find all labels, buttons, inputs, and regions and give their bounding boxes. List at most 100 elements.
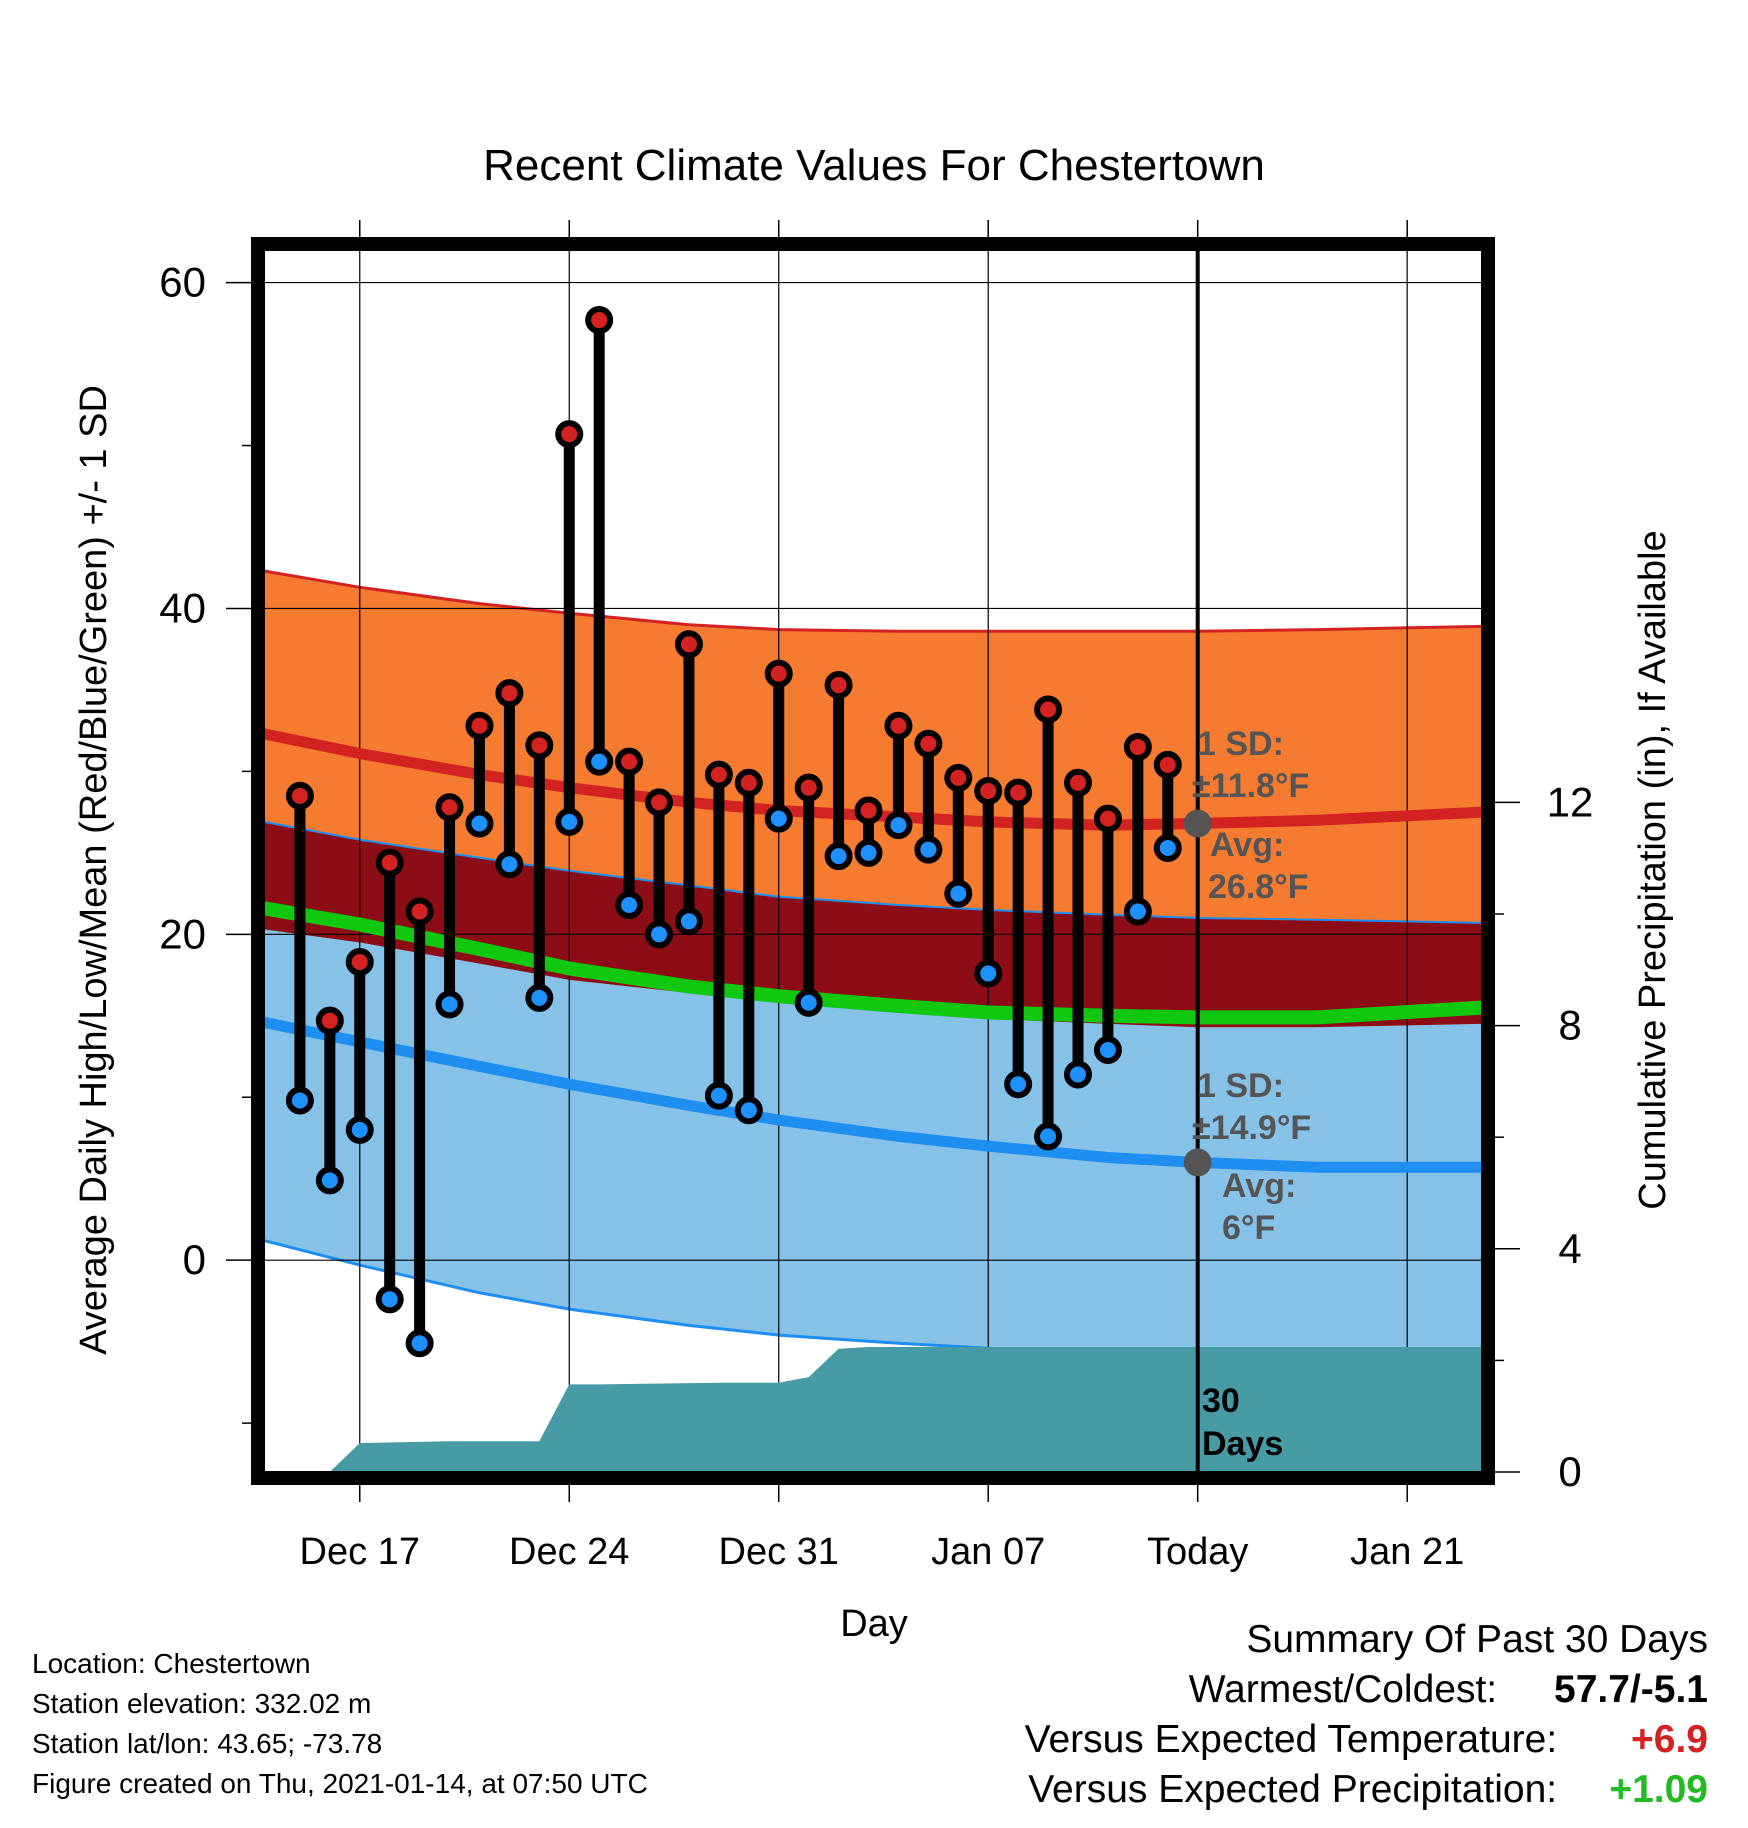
y2-tick-label: 0 — [1558, 1448, 1581, 1495]
obs-low-24 — [974, 959, 1003, 988]
obs-high-24 — [974, 776, 1003, 805]
obs-low-7 — [465, 809, 494, 838]
y2-tick-label: 12 — [1547, 778, 1594, 825]
x-tick-label: Dec 31 — [719, 1531, 839, 1573]
low-avg-label-line1: Avg: — [1222, 1167, 1296, 1205]
obs-low-16 — [734, 1096, 763, 1125]
temp-label: Versus Expected Temperature: — [1024, 1718, 1558, 1761]
high-avg-label-line2: 26.8°F — [1208, 868, 1309, 906]
high-sd-label-line2: ±11.8°F — [1192, 767, 1309, 805]
station-info: Location: Chestertown Station elevation:… — [32, 1648, 648, 1808]
obs-low-30 — [1153, 833, 1182, 862]
precip-value: +1.09 — [1609, 1768, 1708, 1811]
high-avg-marker — [1183, 809, 1212, 838]
summary-title: Summary Of Past 30 Days — [1246, 1618, 1708, 1661]
precip-area — [329, 1347, 1482, 1472]
x-tick-label: Dec 24 — [509, 1531, 629, 1573]
obs-low-17 — [764, 804, 793, 833]
obs-high-2 — [315, 1006, 344, 1035]
y-tick-label: 40 — [159, 584, 206, 631]
obs-low-21 — [884, 811, 913, 840]
precip-label: Versus Expected Precipitation: — [1028, 1768, 1558, 1811]
y2-tick-label: 8 — [1558, 1002, 1581, 1049]
obs-low-13 — [645, 920, 674, 949]
x-tick-label: Jan 07 — [931, 1531, 1045, 1573]
obs-high-1 — [285, 781, 314, 810]
obs-low-15 — [704, 1081, 733, 1110]
y2-axis-label: Cumulative Precipitation (in), If Availa… — [1632, 530, 1674, 1209]
obs-high-7 — [465, 711, 494, 740]
low-avg-marker — [1183, 1148, 1212, 1177]
obs-low-11 — [585, 747, 614, 776]
obs-high-4 — [375, 848, 404, 877]
y-axis-label: Average Daily High/Low/Mean (Red/Blue/Gr… — [73, 385, 115, 1355]
obs-low-9 — [525, 983, 554, 1012]
obs-low-6 — [435, 990, 464, 1019]
obs-low-20 — [854, 838, 883, 867]
x-axis-label: Day — [840, 1603, 908, 1645]
high-avg-label-line1: Avg: — [1210, 826, 1284, 864]
obs-low-22 — [914, 835, 943, 864]
obs-low-1 — [285, 1086, 314, 1115]
high-upper-edge — [263, 569, 1483, 633]
obs-high-3 — [345, 948, 374, 977]
obs-low-19 — [824, 842, 853, 871]
obs-high-11 — [585, 306, 614, 335]
obs-high-30 — [1153, 750, 1182, 779]
obs-low-23 — [944, 879, 973, 908]
summary-precip-row: Versus Expected Precipitation: +1.09 — [1028, 1768, 1708, 1812]
obs-low-18 — [794, 988, 823, 1017]
created-text: Figure created on Thu, 2021-01-14, at 07… — [32, 1768, 648, 1799]
days-label-line2: Days — [1202, 1425, 1283, 1463]
low-sd-label-line2: ±14.9°F — [1192, 1109, 1311, 1147]
location-text: Location: Chestertown — [32, 1648, 311, 1679]
obs-low-29 — [1123, 897, 1152, 926]
obs-low-3 — [345, 1115, 374, 1144]
low-sd-band — [264, 929, 1482, 1357]
obs-high-9 — [525, 731, 554, 760]
y-tick-label: 0 — [183, 1236, 206, 1283]
obs-high-28 — [1093, 804, 1122, 833]
y2-tick-label: 4 — [1558, 1225, 1581, 1272]
x-tick-label: Today — [1147, 1531, 1248, 1573]
obs-high-16 — [734, 768, 763, 797]
obs-high-17 — [764, 659, 793, 688]
obs-low-5 — [405, 1329, 434, 1358]
high-lower-edge — [263, 820, 1483, 924]
obs-high-13 — [645, 788, 674, 817]
obs-low-25 — [1004, 1070, 1033, 1099]
obs-low-10 — [555, 807, 584, 836]
obs-high-21 — [884, 711, 913, 740]
obs-high-26 — [1034, 695, 1063, 724]
obs-high-15 — [704, 760, 733, 789]
plot-frame — [251, 237, 1495, 1485]
obs-low-12 — [615, 890, 644, 919]
obs-high-20 — [854, 796, 883, 825]
obs-low-14 — [674, 907, 703, 936]
obs-low-4 — [375, 1285, 404, 1314]
x-tick-label: Dec 17 — [300, 1531, 420, 1573]
high-sd-label-line1: 1 SD: — [1197, 725, 1284, 763]
obs-high-8 — [495, 679, 524, 708]
obs-low-28 — [1093, 1036, 1122, 1065]
low-avg-label-line2: 6°F — [1222, 1209, 1275, 1247]
y-tick-label: 60 — [159, 259, 206, 306]
chart-title: Recent Climate Values For Chestertown — [483, 141, 1265, 190]
obs-high-18 — [794, 773, 823, 802]
overlap-band — [264, 821, 1482, 1028]
obs-high-22 — [914, 729, 943, 758]
obs-high-5 — [405, 897, 434, 926]
warmest-value: 57.7/-5.1 — [1554, 1668, 1708, 1711]
x-tick-label: Jan 21 — [1350, 1531, 1464, 1573]
obs-high-12 — [615, 747, 644, 776]
normal-low-line — [262, 1016, 1482, 1173]
obs-high-23 — [944, 763, 973, 792]
obs-low-26 — [1034, 1122, 1063, 1151]
obs-high-25 — [1004, 778, 1033, 807]
obs-high-27 — [1063, 768, 1092, 797]
obs-low-27 — [1063, 1060, 1092, 1089]
normal-mean-line — [262, 901, 1483, 1025]
obs-high-6 — [435, 793, 464, 822]
obs-high-29 — [1123, 732, 1152, 761]
